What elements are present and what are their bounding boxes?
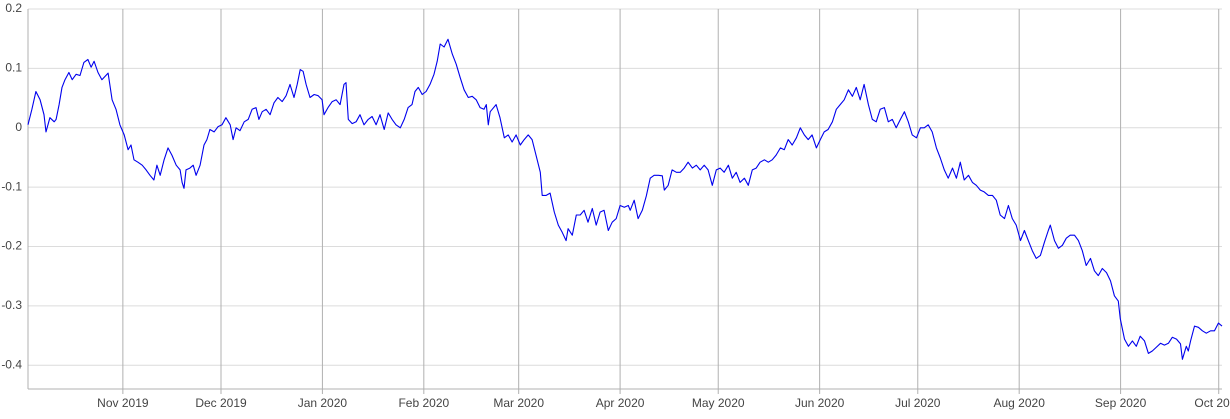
y-tick-label: -0.3 bbox=[1, 298, 22, 312]
x-tick-label: Feb 2020 bbox=[398, 396, 449, 410]
y-tick-label: -0.4 bbox=[1, 357, 22, 371]
x-tick-label: Nov 2019 bbox=[97, 396, 149, 410]
y-tick-label: 0 bbox=[15, 120, 22, 134]
x-tick-label: Sep 2020 bbox=[1095, 396, 1147, 410]
y-tick-label: -0.2 bbox=[1, 239, 22, 253]
x-tick-label: Jun 2020 bbox=[795, 396, 845, 410]
x-tick-label: Dec 2019 bbox=[195, 396, 247, 410]
x-tick-label: Jan 2020 bbox=[298, 396, 348, 410]
x-tick-label: Jul 2020 bbox=[895, 396, 941, 410]
x-tick-label: Aug 2020 bbox=[993, 396, 1045, 410]
y-tick-label: 0.1 bbox=[5, 61, 22, 75]
y-tick-label: -0.1 bbox=[1, 179, 22, 193]
data-line bbox=[27, 38, 1223, 360]
x-tick-label: Apr 2020 bbox=[596, 396, 645, 410]
y-tick-label: 0.2 bbox=[5, 1, 22, 15]
x-tick-label: May 2020 bbox=[692, 396, 745, 410]
x-tick-label: Oct 2020 bbox=[1194, 396, 1230, 410]
x-tick-label: Mar 2020 bbox=[493, 396, 544, 410]
